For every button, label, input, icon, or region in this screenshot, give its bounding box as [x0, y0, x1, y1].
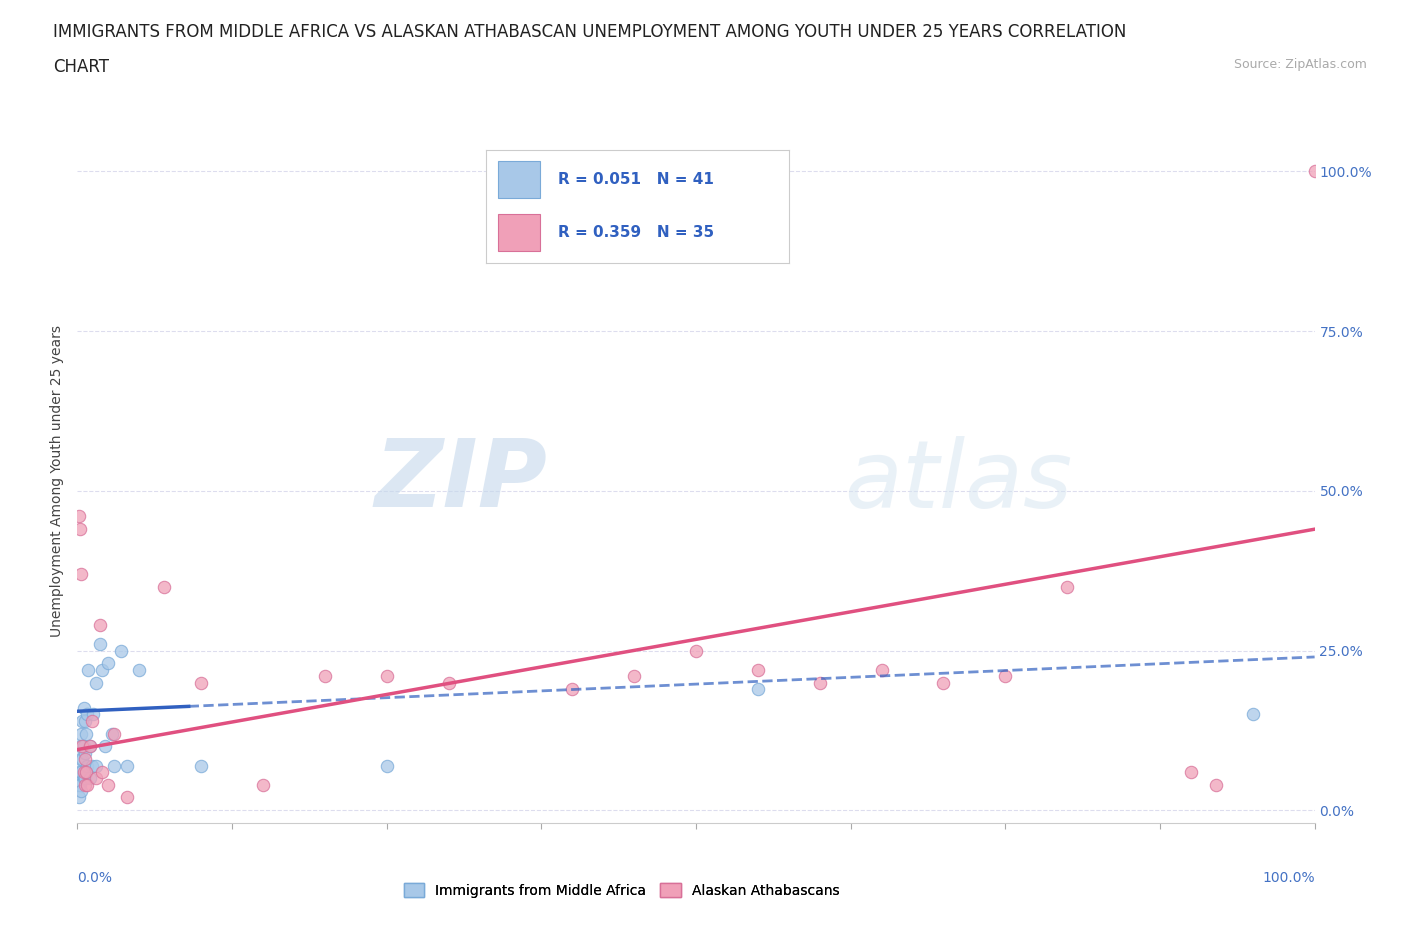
Point	[89, 618, 111, 632]
Point	[73, 751, 96, 766]
Text: atlas: atlas	[845, 436, 1073, 526]
Point	[76, 758, 98, 773]
Point	[69, 777, 91, 792]
Text: R = 0.359   N = 35: R = 0.359 N = 35	[558, 225, 714, 240]
Point	[97, 777, 120, 792]
Point	[1303, 164, 1326, 179]
Point	[75, 764, 97, 779]
Point	[70, 566, 93, 581]
Point	[870, 662, 893, 677]
Point	[1180, 764, 1202, 779]
Point	[153, 579, 176, 594]
FancyBboxPatch shape	[498, 161, 540, 198]
Point	[84, 758, 107, 773]
Text: R = 0.051   N = 41: R = 0.051 N = 41	[558, 172, 714, 187]
Point	[79, 771, 101, 786]
Point	[75, 764, 97, 779]
Point	[84, 675, 107, 690]
Point	[72, 764, 94, 779]
Text: Source: ZipAtlas.com: Source: ZipAtlas.com	[1233, 58, 1367, 71]
Point	[1056, 579, 1078, 594]
Point	[82, 707, 104, 722]
Point	[70, 764, 93, 779]
Point	[72, 739, 94, 754]
Point	[252, 777, 274, 792]
Point	[72, 751, 94, 766]
Point	[128, 662, 150, 677]
Point	[70, 726, 93, 741]
Point	[67, 764, 90, 779]
Point	[79, 739, 101, 754]
Point	[67, 777, 90, 792]
Point	[70, 784, 93, 799]
Text: CHART: CHART	[53, 58, 110, 75]
Point	[84, 771, 107, 786]
Point	[115, 758, 138, 773]
Point	[73, 777, 96, 792]
Point	[67, 509, 90, 524]
Point	[75, 726, 97, 741]
Point	[76, 707, 98, 722]
Point	[69, 751, 91, 766]
Point	[103, 726, 125, 741]
Point	[76, 777, 98, 792]
Point	[375, 758, 398, 773]
Point	[91, 764, 114, 779]
Point	[79, 739, 101, 754]
Point	[73, 745, 96, 760]
Point	[93, 739, 115, 754]
Point	[89, 637, 111, 652]
Point	[623, 669, 645, 684]
Point	[747, 682, 769, 697]
Point	[73, 713, 96, 728]
Point	[808, 675, 831, 690]
Point	[994, 669, 1017, 684]
Point	[69, 522, 91, 537]
Point	[375, 669, 398, 684]
Text: ZIP: ZIP	[374, 435, 547, 527]
Point	[190, 675, 212, 690]
Point	[115, 790, 138, 805]
Point	[561, 682, 583, 697]
Point	[1205, 777, 1227, 792]
Y-axis label: Unemployment Among Youth under 25 years: Unemployment Among Youth under 25 years	[51, 326, 65, 637]
Point	[72, 739, 94, 754]
Point	[82, 713, 104, 728]
Point	[72, 771, 94, 786]
Point	[67, 790, 90, 805]
Point	[72, 700, 94, 715]
Point	[110, 644, 132, 658]
Point	[69, 739, 91, 754]
Point	[190, 758, 212, 773]
Point	[82, 758, 104, 773]
Point	[685, 644, 707, 658]
Point	[101, 726, 124, 741]
Point	[437, 675, 460, 690]
Text: IMMIGRANTS FROM MIDDLE AFRICA VS ALASKAN ATHABASCAN UNEMPLOYMENT AMONG YOUTH UND: IMMIGRANTS FROM MIDDLE AFRICA VS ALASKAN…	[53, 23, 1126, 41]
Point	[91, 662, 114, 677]
Text: 0.0%: 0.0%	[77, 870, 112, 885]
Point	[77, 662, 100, 677]
Point	[73, 771, 96, 786]
Point	[747, 662, 769, 677]
FancyBboxPatch shape	[498, 214, 540, 251]
Legend: Immigrants from Middle Africa, Alaskan Athabascans: Immigrants from Middle Africa, Alaskan A…	[396, 876, 846, 905]
Point	[1241, 707, 1264, 722]
Point	[932, 675, 955, 690]
Point	[72, 713, 94, 728]
Point	[314, 669, 336, 684]
Text: 100.0%: 100.0%	[1263, 870, 1315, 885]
Point	[103, 758, 125, 773]
Point	[97, 656, 120, 671]
